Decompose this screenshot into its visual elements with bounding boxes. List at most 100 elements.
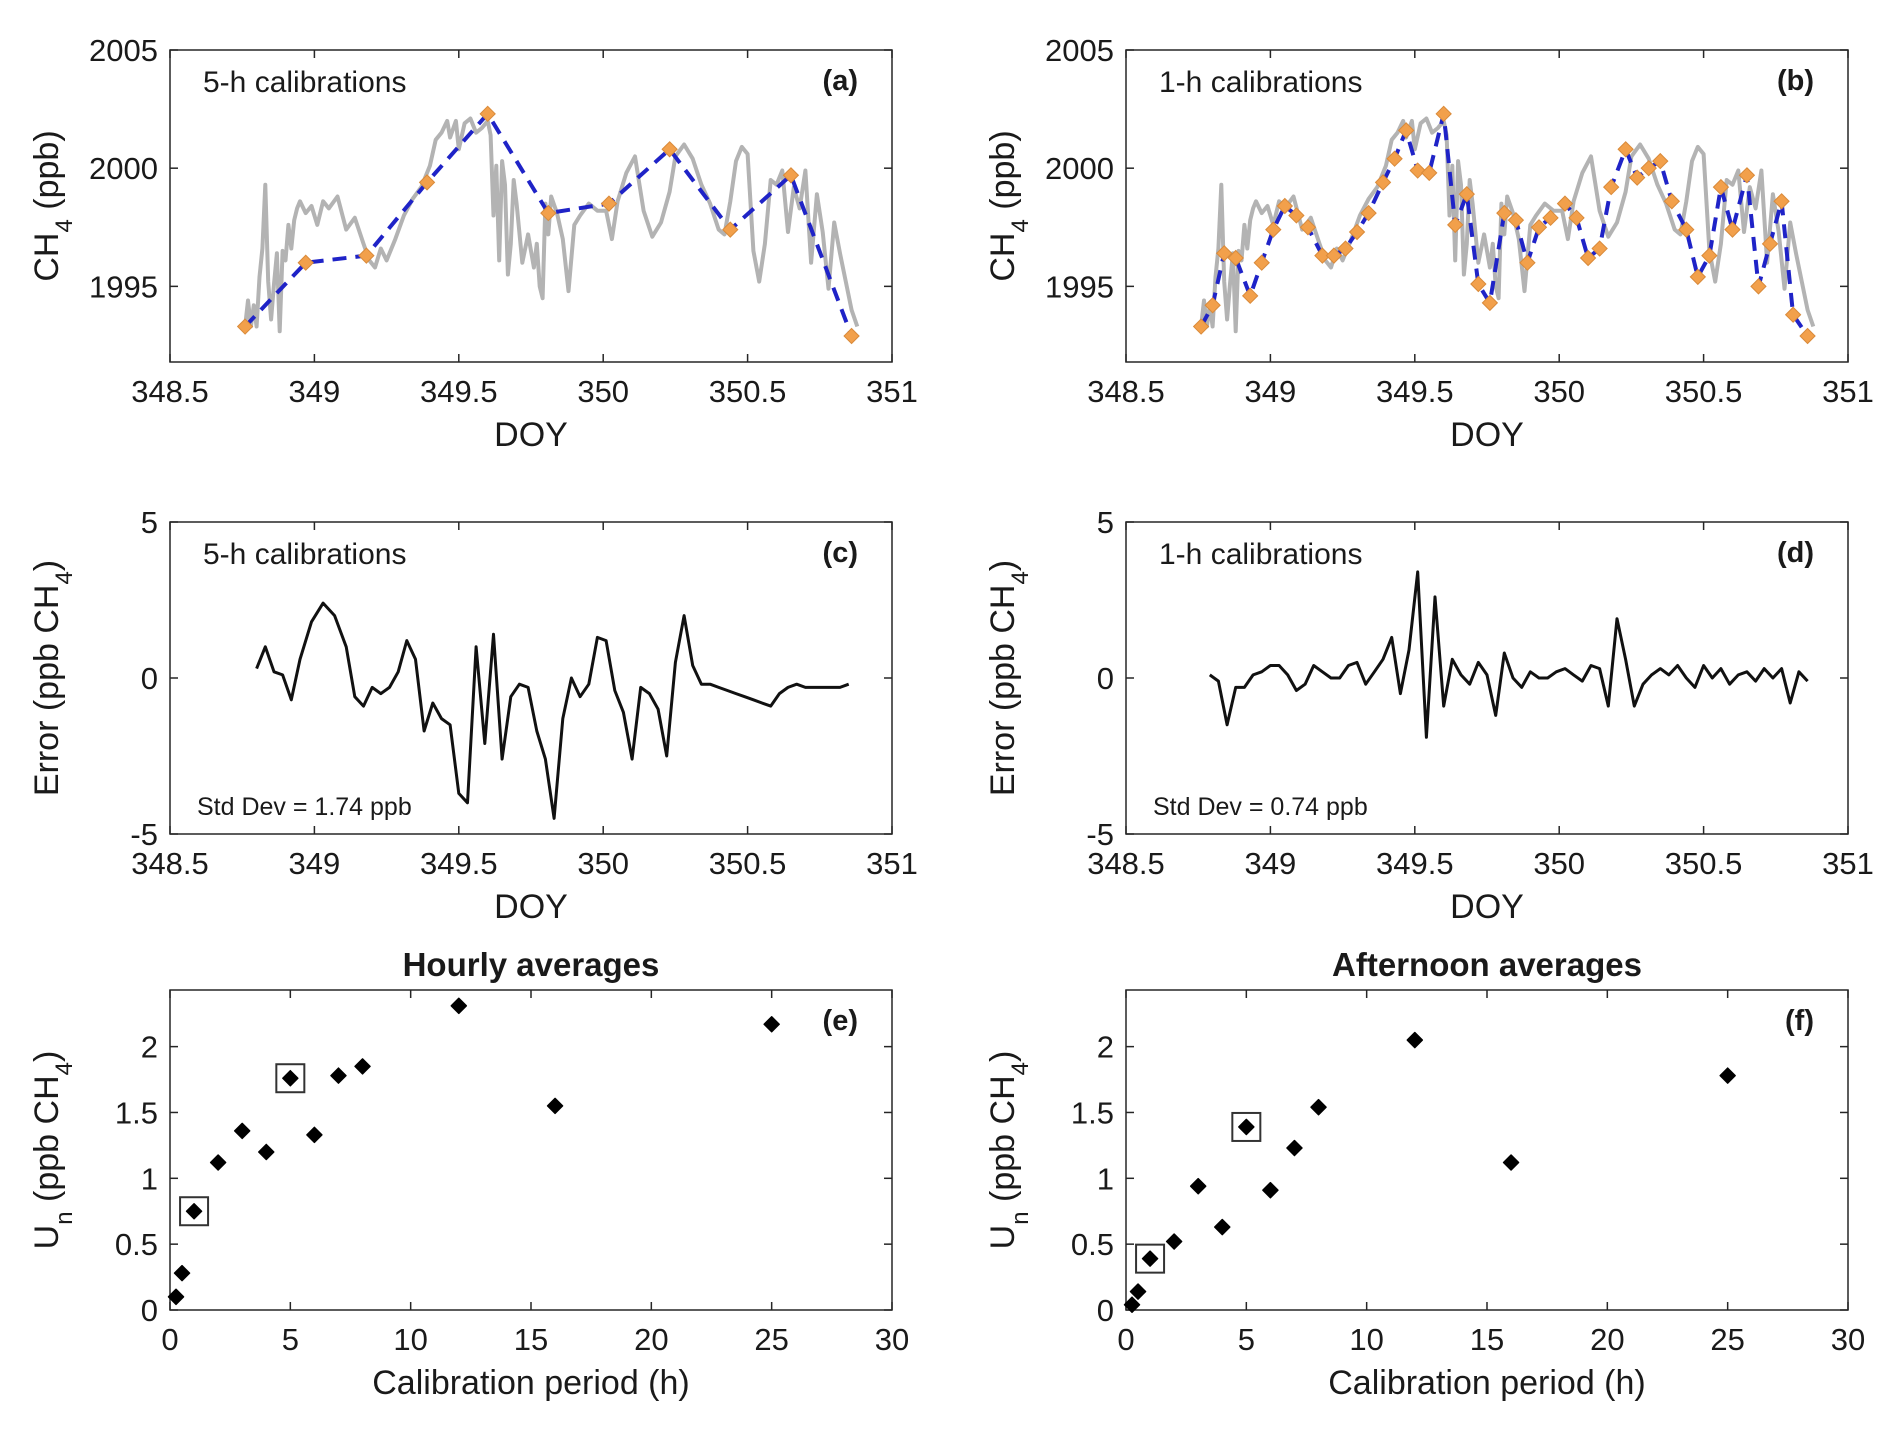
calibration-point: [1314, 247, 1331, 264]
y-tick-label: 1: [141, 1161, 158, 1196]
panel-tag: (b): [1777, 65, 1814, 97]
calibration-point: [1628, 169, 1646, 186]
y-tick-label: 5: [1097, 505, 1114, 540]
x-tick-label: 349.5: [1376, 374, 1454, 409]
calibration-point: [1773, 193, 1790, 210]
x-tick-label: 350: [577, 374, 629, 409]
calibration-point: [1397, 122, 1415, 139]
x-axis-label: DOY: [494, 888, 568, 926]
calibration-point: [1299, 219, 1317, 236]
scatter-point: [1406, 1031, 1424, 1049]
x-tick-label: 20: [634, 1322, 668, 1357]
y-tick-label: 2: [141, 1030, 158, 1065]
calibration-point: [1288, 207, 1305, 224]
calibration-point: [1738, 167, 1756, 184]
highlight-box: [1231, 1111, 1262, 1142]
y-tick-label: 2000: [89, 151, 158, 186]
calibration-point: [1602, 178, 1620, 196]
scatter-point: [1262, 1181, 1279, 1199]
std-dev-annotation: Std Dev = 1.74 ppb: [197, 793, 412, 821]
calibration-point: [1481, 294, 1499, 312]
calibration-point: [1556, 195, 1574, 212]
x-tick-label: 350.5: [709, 374, 787, 409]
calibration-point: [1253, 254, 1270, 271]
calibration-point: [418, 174, 436, 191]
x-tick-label: 10: [1349, 1322, 1383, 1357]
y-tick-label: 1: [1097, 1161, 1114, 1196]
calibration-point: [1337, 240, 1354, 257]
x-tick-label: 351: [866, 374, 918, 409]
std-dev-annotation: Std Dev = 0.74 ppb: [1153, 793, 1368, 821]
scatter-point: [450, 997, 468, 1015]
panel-c: 348.5 349 349.5 350 350.5 351 -5 0 5 DOY Error (pp…: [28, 505, 918, 926]
x-tick-label: 5: [282, 1322, 299, 1357]
calibration-point: [1689, 268, 1707, 286]
chart-title: Afternoon averages: [1332, 946, 1642, 983]
calibration-point: [1530, 219, 1548, 236]
y-tick-label: 1.5: [1071, 1095, 1114, 1130]
calibration-point: [1276, 197, 1294, 215]
x-tick-label: 0: [1117, 1322, 1134, 1357]
calibration-point: [1496, 204, 1513, 222]
x-tick-label: 349: [1245, 374, 1297, 409]
y-axis-label: Error (ppb CH4): [28, 560, 78, 796]
calibration-point: [1507, 211, 1525, 229]
y-tick-label: 1.5: [115, 1095, 158, 1130]
panel-tag: (e): [823, 1005, 858, 1037]
calibration-point: [236, 318, 254, 335]
scatter-point: [1165, 1233, 1183, 1250]
calibration-point: [782, 167, 800, 184]
scatter-point: [330, 1067, 347, 1084]
y-tick-label: -5: [130, 817, 158, 852]
scatter-point: [258, 1143, 275, 1161]
calibration-point: [1519, 254, 1536, 271]
calibration-point: [1470, 275, 1487, 293]
x-axis-label: Calibration period (h): [372, 1364, 690, 1402]
calibration-point: [1374, 174, 1392, 191]
x-tick-label: 15: [1470, 1322, 1504, 1357]
calibration-point: [1458, 185, 1475, 203]
highlight-box: [275, 1063, 306, 1094]
chart-title: Hourly averages: [403, 946, 660, 983]
y-axis-label: CH4 (ppb): [28, 130, 78, 281]
x-axis-label: DOY: [494, 416, 568, 454]
x-tick-label: 350.5: [1665, 846, 1743, 881]
calibration-point: [1640, 159, 1657, 177]
calibration-point: [1447, 216, 1464, 234]
scatter-point: [763, 1015, 780, 1033]
x-tick-label: 350.5: [1665, 374, 1743, 409]
x-tick-label: 10: [393, 1322, 427, 1357]
y-tick-label: 1995: [1045, 269, 1114, 304]
calibration-point: [722, 221, 739, 238]
calibration-point: [1652, 152, 1669, 170]
x-tick-label: 30: [1831, 1322, 1865, 1357]
error-line: [1208, 570, 1809, 739]
calibration-point: [297, 254, 314, 271]
x-tick-label: 351: [1822, 846, 1874, 881]
scatter-point: [1286, 1139, 1303, 1157]
calibration-point: [479, 105, 496, 123]
x-tick-label: 349.5: [420, 374, 498, 409]
calibration-point: [1215, 245, 1233, 262]
y-tick-label: 1995: [89, 269, 158, 304]
y-tick-label: 2005: [89, 33, 158, 68]
scatter-point: [185, 1202, 203, 1220]
data-area: [1208, 570, 1809, 739]
x-tick-label: 350: [1533, 846, 1585, 881]
scatter-point: [1214, 1218, 1231, 1236]
calibration-point: [1348, 223, 1366, 241]
y-tick-label: 2: [1097, 1030, 1114, 1065]
x-tick-label: 0: [161, 1322, 178, 1357]
calibration-point: [1421, 164, 1438, 182]
calibration-point: [1542, 209, 1559, 227]
x-tick-label: 348.5: [1087, 846, 1165, 881]
y-tick-label: 0.5: [1071, 1227, 1114, 1262]
calibration-point: [1325, 247, 1343, 264]
calibration-point: [1784, 306, 1802, 323]
calibration-point: [540, 204, 557, 222]
calibration-point: [1241, 287, 1259, 305]
panel-tag: (c): [823, 537, 858, 569]
scatter-point: [233, 1122, 251, 1140]
x-tick-label: 351: [866, 846, 918, 881]
y-axis-label: Un (ppb CH4): [28, 1051, 78, 1250]
